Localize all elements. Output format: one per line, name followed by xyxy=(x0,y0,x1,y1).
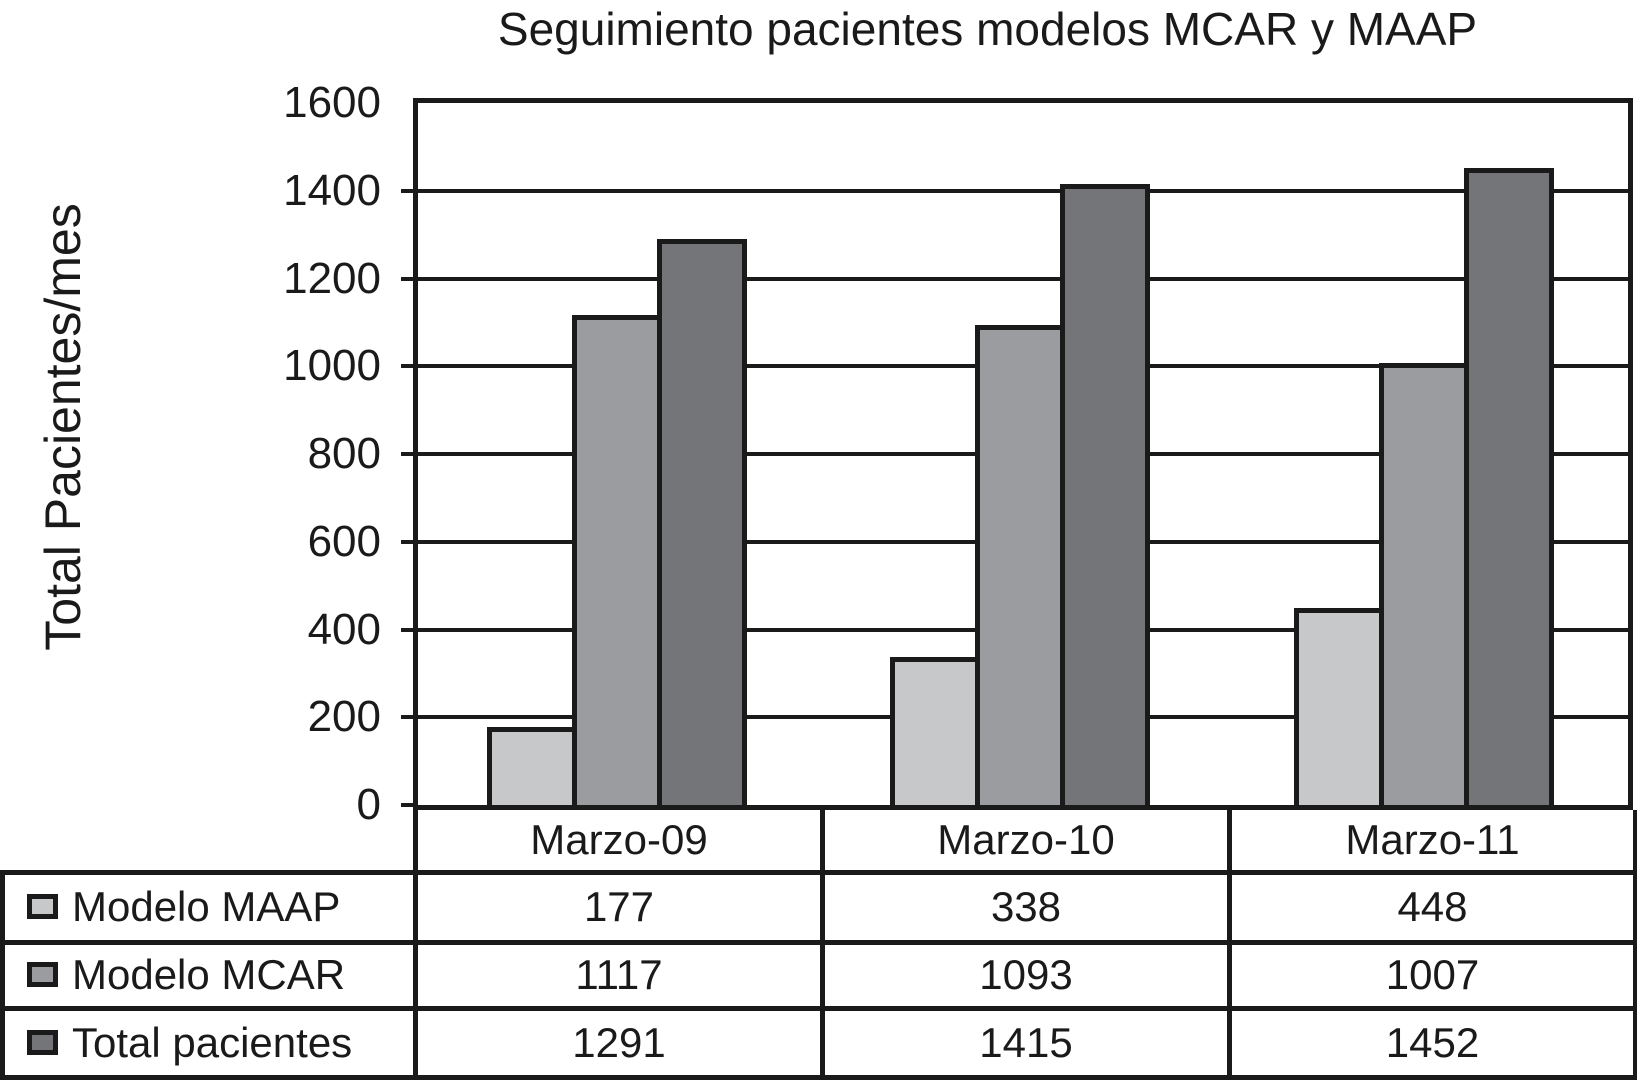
y-tickmark-1200 xyxy=(401,276,414,281)
legend-label: Total pacientes xyxy=(72,1018,353,1066)
plot-area xyxy=(401,98,1633,810)
legend-swatch-icon xyxy=(27,962,58,988)
y-tickmark-600 xyxy=(401,539,414,544)
legend-label: Modelo MAAP xyxy=(72,883,341,930)
legend-cell-modelo-mcar: Modelo MCAR xyxy=(0,939,418,1011)
y-tick-label-200: 200 xyxy=(307,692,381,742)
y-tickmark-1000 xyxy=(401,364,414,369)
table-cell-modelo-mcar-marzo-10: 1093 xyxy=(820,939,1232,1011)
y-tick-label-1400: 1400 xyxy=(283,165,381,215)
y-tickmark-1400 xyxy=(401,188,414,193)
legend-label: Modelo MCAR xyxy=(72,951,346,998)
table-row-total-pacientes: Total pacientes 1291 1415 1452 xyxy=(0,1005,1637,1080)
table-row-modelo-maap: Modelo MAAP 177 338 448 xyxy=(0,869,1637,945)
bar-modelo-mcar-marzo-11 xyxy=(1379,363,1469,805)
legend-swatch-icon xyxy=(27,894,58,920)
chart-title: Seguimiento pacientes modelos MCAR y MAA… xyxy=(497,3,1478,55)
table-cell-total-pacientes-marzo-09: 1291 xyxy=(413,1005,825,1080)
table-cell-modelo-maap-marzo-10: 338 xyxy=(820,869,1232,945)
table-cell-total-pacientes-marzo-11: 1452 xyxy=(1227,1005,1637,1080)
y-tickmark-200 xyxy=(401,715,414,720)
legend-cell-total-pacientes: Total pacientes xyxy=(0,1005,418,1080)
gridline-1400 xyxy=(418,188,1628,193)
y-tick-label-1000: 1000 xyxy=(283,341,381,391)
table-cell-modelo-mcar-marzo-11: 1007 xyxy=(1227,939,1637,1011)
table-corner-cell xyxy=(3,810,416,872)
table-header-marzo-11: Marzo-11 xyxy=(1227,810,1637,875)
bar-modelo-maap-marzo-11 xyxy=(1294,608,1384,805)
table-cell-modelo-maap-marzo-11: 448 xyxy=(1227,869,1637,945)
legend-cell-modelo-maap: Modelo MAAP xyxy=(0,869,418,945)
y-tickmark-800 xyxy=(401,452,414,456)
gridline-1200 xyxy=(418,276,1628,281)
table-header-marzo-09: Marzo-09 xyxy=(413,810,825,875)
bar-total-pacientes-marzo-10 xyxy=(1060,184,1150,805)
y-tick-label-600: 600 xyxy=(307,516,381,566)
table-cell-modelo-maap-marzo-09: 177 xyxy=(413,869,825,945)
table-cell-total-pacientes-marzo-10: 1415 xyxy=(820,1005,1232,1080)
data-table: Marzo-09 Marzo-10 Marzo-11 Modelo MAAP 177 33… xyxy=(0,810,1637,1080)
bar-modelo-mcar-marzo-10 xyxy=(975,325,1065,805)
y-tick-label-400: 400 xyxy=(307,604,381,654)
bar-total-pacientes-marzo-11 xyxy=(1464,168,1554,805)
y-tickmark-400 xyxy=(401,627,414,632)
bar-total-pacientes-marzo-09 xyxy=(657,239,747,805)
y-tickmark-0 xyxy=(401,803,414,807)
y-tick-label-0: 0 xyxy=(356,780,381,829)
table-cell-modelo-mcar-marzo-09: 1117 xyxy=(413,939,825,1011)
y-axis-ticks: 0 200 400 600 800 1000 1200 1400 1600 xyxy=(0,78,397,829)
bar-modelo-mcar-marzo-09 xyxy=(572,315,662,805)
y-tick-label-1200: 1200 xyxy=(283,253,381,303)
bar-modelo-maap-marzo-10 xyxy=(890,657,980,805)
bar-modelo-maap-marzo-09 xyxy=(487,727,577,805)
table-header-marzo-10: Marzo-10 xyxy=(820,810,1232,875)
y-tick-label-1600: 1600 xyxy=(283,78,381,127)
legend-swatch-icon xyxy=(27,1029,58,1055)
y-tick-label-800: 800 xyxy=(307,429,381,478)
table-row-modelo-mcar: Modelo MCAR 1117 1093 1007 xyxy=(0,939,1637,1011)
